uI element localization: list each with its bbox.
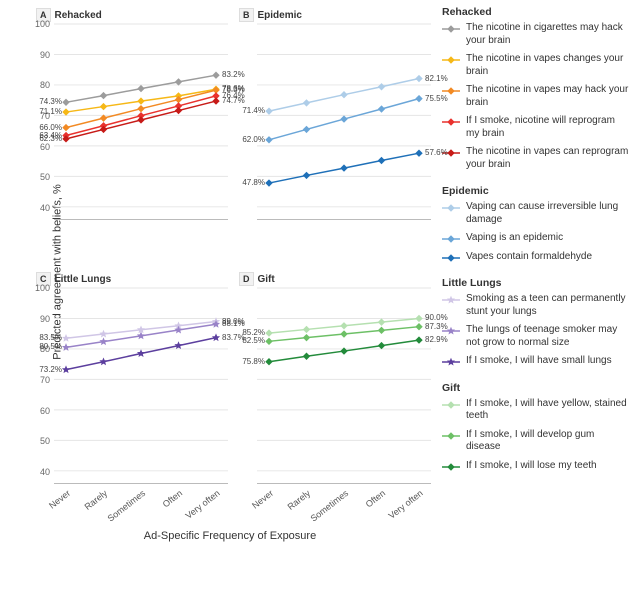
legend-block: Epidemic Vaping can cause irreversible lu… [442,185,629,263]
plot-region: 74.3%83.2%71.1%78.6%66.0%78.3%63.4%76.4%… [54,24,228,220]
legend-item: If I smoke, I will develop gum disease [442,429,629,454]
y-tick-label: 80 [40,344,50,354]
legend-text: The lungs of teenage smoker may not grow… [466,324,629,349]
legend-swatch [442,253,460,263]
legend-item: The nicotine in vapes can reprogram your… [442,146,629,171]
legend-text: If I smoke, I will develop gum disease [466,429,629,454]
legend-swatch [442,234,460,244]
y-tick-label: 40 [40,467,50,477]
x-tick-label: Often [161,488,185,509]
legend-item: If I smoke, nicotine will reprogram my b… [442,115,629,140]
x-ticks: NeverRarelySometimesOftenVery often [257,486,431,530]
panel-a: ARehacked40506070809010074.3%83.2%71.1%7… [32,6,230,266]
x-tick-label: Sometimes [309,488,351,524]
x-tick-label: Very often [184,488,222,521]
y-tick-label: 70 [40,375,50,385]
legend-item: The nicotine in cigarettes may hack your… [442,22,629,47]
legend-item: Vapes contain formaldehyde [442,251,629,264]
y-tick-label: 50 [40,436,50,446]
plot-region: 83.5%89.0%80.5%88.1%73.2%83.7% [54,288,228,484]
legend-item: The nicotine in vapes may hack your brai… [442,84,629,109]
y-tick-label: 90 [40,50,50,60]
legend-item: Smoking as a teen can permanently stunt … [442,293,629,318]
legend-swatch [442,400,460,410]
legend-text: Smoking as a teen can permanently stunt … [466,293,629,318]
panel-grid-outer: Predicted agreement with beliefs, % AReh… [4,6,434,530]
legend-swatch [442,357,460,367]
legend-text: Vaping can cause irreversible lung damag… [466,201,629,226]
panel-title: DGift [239,272,275,286]
legend-title: Gift [442,382,629,394]
legend-text: If I smoke, nicotine will reprogram my b… [466,115,629,140]
panel-b: BEpidemic 71.4%82.1%62.0%75.5%47.8%57.6% [235,6,433,266]
legend-item: The nicotine in vapes changes your brain [442,53,629,78]
legend-swatch [442,148,460,158]
y-tick-label: 60 [40,142,50,152]
legend-title: Little Lungs [442,277,629,289]
legend-text: If I smoke, I will have small lungs [466,355,629,368]
legend-text: The nicotine in vapes may hack your brai… [466,84,629,109]
figure-container: Predicted agreement with beliefs, % AReh… [0,0,635,548]
legend-swatch [442,203,460,213]
legend-swatch [442,55,460,65]
legend-block: Rehacked The nicotine in cigarettes may h… [442,6,629,171]
y-tick-label: 100 [35,19,50,29]
plot-region: 85.2%90.0%82.5%87.3%75.8%82.9% [257,288,431,484]
legend-item: If I smoke, I will lose my teeth [442,460,629,473]
legend-swatch [442,24,460,34]
panel-title: BEpidemic [239,8,302,22]
legend-item: If I smoke, I will have small lungs [442,355,629,368]
y-tick-label: 100 [35,283,50,293]
legend-text: The nicotine in vapes can reprogram your… [466,146,629,171]
legend-swatch [442,462,460,472]
legend-text: The nicotine in vapes changes your brain [466,53,629,78]
legend-block: Little Lungs Smoking as a teen can perman… [442,277,629,368]
x-tick-label: Very often [387,488,425,521]
y-tick-label: 50 [40,172,50,182]
legend-swatch [442,117,460,127]
panel-c: CLittle Lungs40506070809010083.5%89.0%80… [32,270,230,530]
legend-swatch [442,295,460,305]
x-tick-label: Never [47,488,72,511]
legend-block: Gift If I smoke, I will have yellow, stai… [442,382,629,473]
y-ticks: 405060708090100 [32,288,52,484]
legend-swatch [442,326,460,336]
y-tick-label: 80 [40,80,50,90]
legend-item: Vaping can cause irreversible lung damag… [442,201,629,226]
legend-item: The lungs of teenage smoker may not grow… [442,324,629,349]
x-tick-label: Often [364,488,388,509]
legend-text: If I smoke, I will lose my teeth [466,460,629,473]
y-tick-label: 90 [40,314,50,324]
legend: Rehacked The nicotine in cigarettes may h… [434,6,629,544]
y-tick-label: 40 [40,203,50,213]
x-tick-label: Sometimes [106,488,148,524]
legend-text: Vapes contain formaldehyde [466,251,629,264]
x-tick-label: Rarely [286,488,313,512]
panel-d: DGift 85.2%90.0%82.5%87.3%75.8%82.9% Never… [235,270,433,530]
plot-area: Predicted agreement with beliefs, % AReh… [4,6,434,544]
legend-item: If I smoke, I will have yellow, stained … [442,398,629,423]
x-ticks: NeverRarelySometimesOftenVery often [54,486,228,530]
legend-item: Vaping is an epidemic [442,232,629,245]
legend-text: Vaping is an epidemic [466,232,629,245]
x-tick-label: Never [250,488,275,511]
legend-text: The nicotine in cigarettes may hack your… [466,22,629,47]
panel-grid: ARehacked40506070809010074.3%83.2%71.1%7… [32,6,434,530]
legend-title: Epidemic [442,185,629,197]
y-tick-label: 70 [40,111,50,121]
y-tick-label: 60 [40,406,50,416]
legend-swatch [442,86,460,96]
x-tick-label: Rarely [83,488,110,512]
y-ticks: 405060708090100 [32,24,52,220]
plot-region: 71.4%82.1%62.0%75.5%47.8%57.6% [257,24,431,220]
legend-title: Rehacked [442,6,629,18]
legend-text: If I smoke, I will have yellow, stained … [466,398,629,423]
legend-swatch [442,431,460,441]
